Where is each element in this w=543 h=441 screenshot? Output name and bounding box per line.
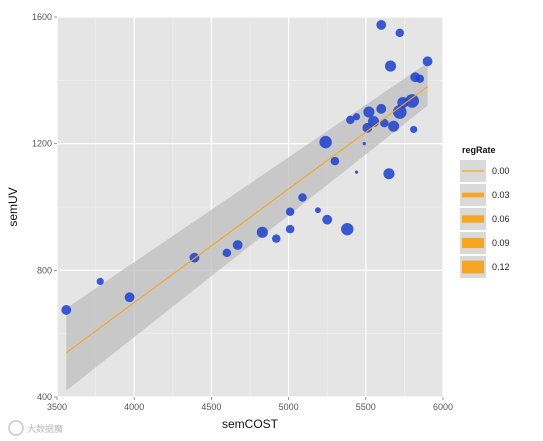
- legend-title: regRate: [462, 145, 496, 155]
- x-tick-label: 4500: [201, 402, 221, 412]
- data-point: [362, 142, 366, 146]
- data-point: [376, 103, 387, 114]
- x-tick-label: 5000: [279, 402, 299, 412]
- legend-label: 0.06: [492, 214, 510, 224]
- y-tick-label: 1200: [32, 139, 52, 149]
- legend-label: 0.00: [492, 166, 510, 176]
- x-tick-label: 3500: [47, 402, 67, 412]
- data-point: [415, 74, 425, 83]
- data-point: [222, 248, 232, 258]
- data-point: [384, 60, 397, 72]
- data-point: [330, 156, 340, 166]
- data-point: [388, 120, 400, 132]
- x-tick-label: 5500: [356, 402, 376, 412]
- data-point: [346, 115, 355, 125]
- data-point: [285, 224, 295, 234]
- data-point: [380, 118, 389, 128]
- data-point: [367, 115, 380, 128]
- data-point: [96, 277, 104, 286]
- data-point: [392, 105, 407, 119]
- data-point: [61, 305, 72, 315]
- data-point: [285, 207, 295, 216]
- data-point: [395, 28, 405, 38]
- legend-key-swatch: [462, 237, 484, 249]
- data-point: [376, 20, 387, 30]
- data-point: [383, 168, 395, 180]
- data-point: [410, 125, 418, 134]
- watermark-logo: 大数据魔: [8, 420, 63, 436]
- data-point: [322, 214, 333, 225]
- x-tick-label: 4000: [124, 402, 144, 412]
- legend: regRate 0.00 0.03 0.06 0.09 0.12: [460, 145, 510, 278]
- y-axis-title: semUV: [6, 187, 20, 226]
- data-point: [271, 234, 281, 243]
- x-axis-title: semCOST: [222, 417, 279, 431]
- axes: 3500 4000 4500 5000 5500 6000 400 800 1200 1600: [32, 12, 453, 412]
- confidence-band-layer: [66, 62, 428, 391]
- data-point: [363, 106, 375, 118]
- legend-label: 0.12: [492, 262, 510, 272]
- confidence-band: [66, 62, 428, 391]
- legend-label: 0.03: [492, 190, 510, 200]
- legend-key-swatch: [462, 260, 484, 274]
- fit-line: [65, 86, 428, 354]
- data-point: [256, 226, 268, 238]
- watermark-text: 大数据魔: [27, 423, 63, 435]
- fit-line-layer: [65, 86, 428, 354]
- data-point: [124, 292, 135, 303]
- legend-label: 0.09: [492, 238, 510, 248]
- data-point: [319, 135, 332, 149]
- x-tick-label: 6000: [433, 402, 453, 412]
- data-point: [232, 240, 243, 250]
- data-point: [354, 170, 359, 174]
- y-tick-label: 400: [37, 392, 52, 402]
- data-point: [341, 222, 354, 236]
- data-point: [352, 113, 361, 121]
- data-point: [405, 94, 419, 108]
- legend-key-swatch: [462, 215, 484, 223]
- data-point: [298, 193, 307, 202]
- y-tick-label: 800: [37, 265, 52, 275]
- data-point: [422, 56, 433, 67]
- data-point: [314, 207, 321, 214]
- legend-key-swatch: [462, 192, 484, 198]
- y-tick-label: 1600: [32, 12, 52, 22]
